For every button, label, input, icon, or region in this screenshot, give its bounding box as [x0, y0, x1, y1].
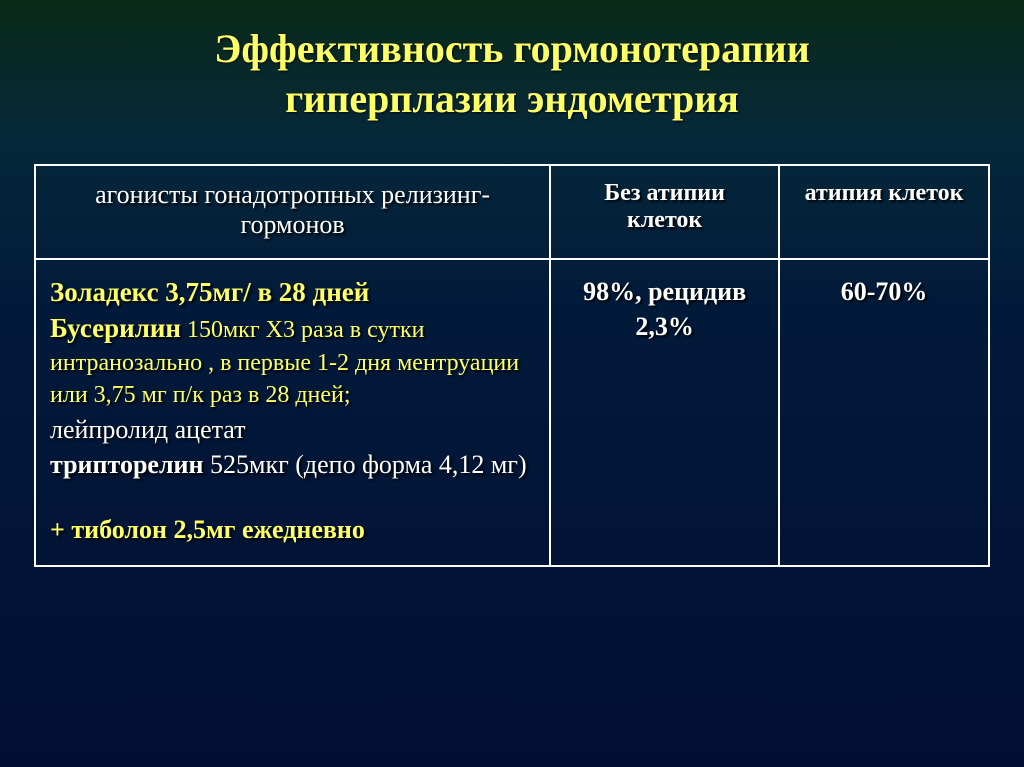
- table-header-row: агонисты гонадотропных релизинг-гормонов…: [35, 165, 989, 259]
- header-no-atypia: Без атипии клеток: [550, 165, 779, 259]
- title-line-2: гиперплазии эндометрия: [285, 76, 739, 121]
- result-no-atypia: 98%, рецидив 2,3%: [550, 259, 779, 566]
- drug-triptorelin: трипторелин 525мкг (депо форма 4,12 мг): [50, 447, 535, 482]
- slide: Эффективность гормонотерапии гиперплазии…: [0, 0, 1024, 767]
- drug-buserelin-name: Бусерилин: [50, 313, 181, 343]
- drug-leuprolid: лейпролид ацетат: [50, 412, 535, 447]
- table-row: Золадекс 3,75мг/ в 28 дней Бусерилин 150…: [35, 259, 989, 566]
- drug-buserelin: Бусерилин 150мкг Х3 раза в сутки интрано…: [50, 310, 535, 411]
- efficacy-table: агонисты гонадотропных релизинг-гормонов…: [34, 164, 990, 567]
- header-atypia: атипия клеток: [779, 165, 989, 259]
- result-atypia: 60-70%: [779, 259, 989, 566]
- drugs-cell: Золадекс 3,75мг/ в 28 дней Бусерилин 150…: [35, 259, 550, 566]
- slide-title: Эффективность гормонотерапии гиперплазии…: [34, 24, 990, 124]
- header-agonists: агонисты гонадотропных релизинг-гормонов: [35, 165, 550, 259]
- drug-triptorelin-name: трипторелин: [50, 450, 204, 479]
- drug-triptorelin-dose: 525мкг (депо форма 4,12 мг): [204, 450, 527, 479]
- drug-tibolon: + тиболон 2,5мг ежедневно: [50, 512, 535, 547]
- title-line-1: Эффективность гормонотерапии: [214, 26, 810, 71]
- drug-zoladex: Золадекс 3,75мг/ в 28 дней: [50, 274, 535, 310]
